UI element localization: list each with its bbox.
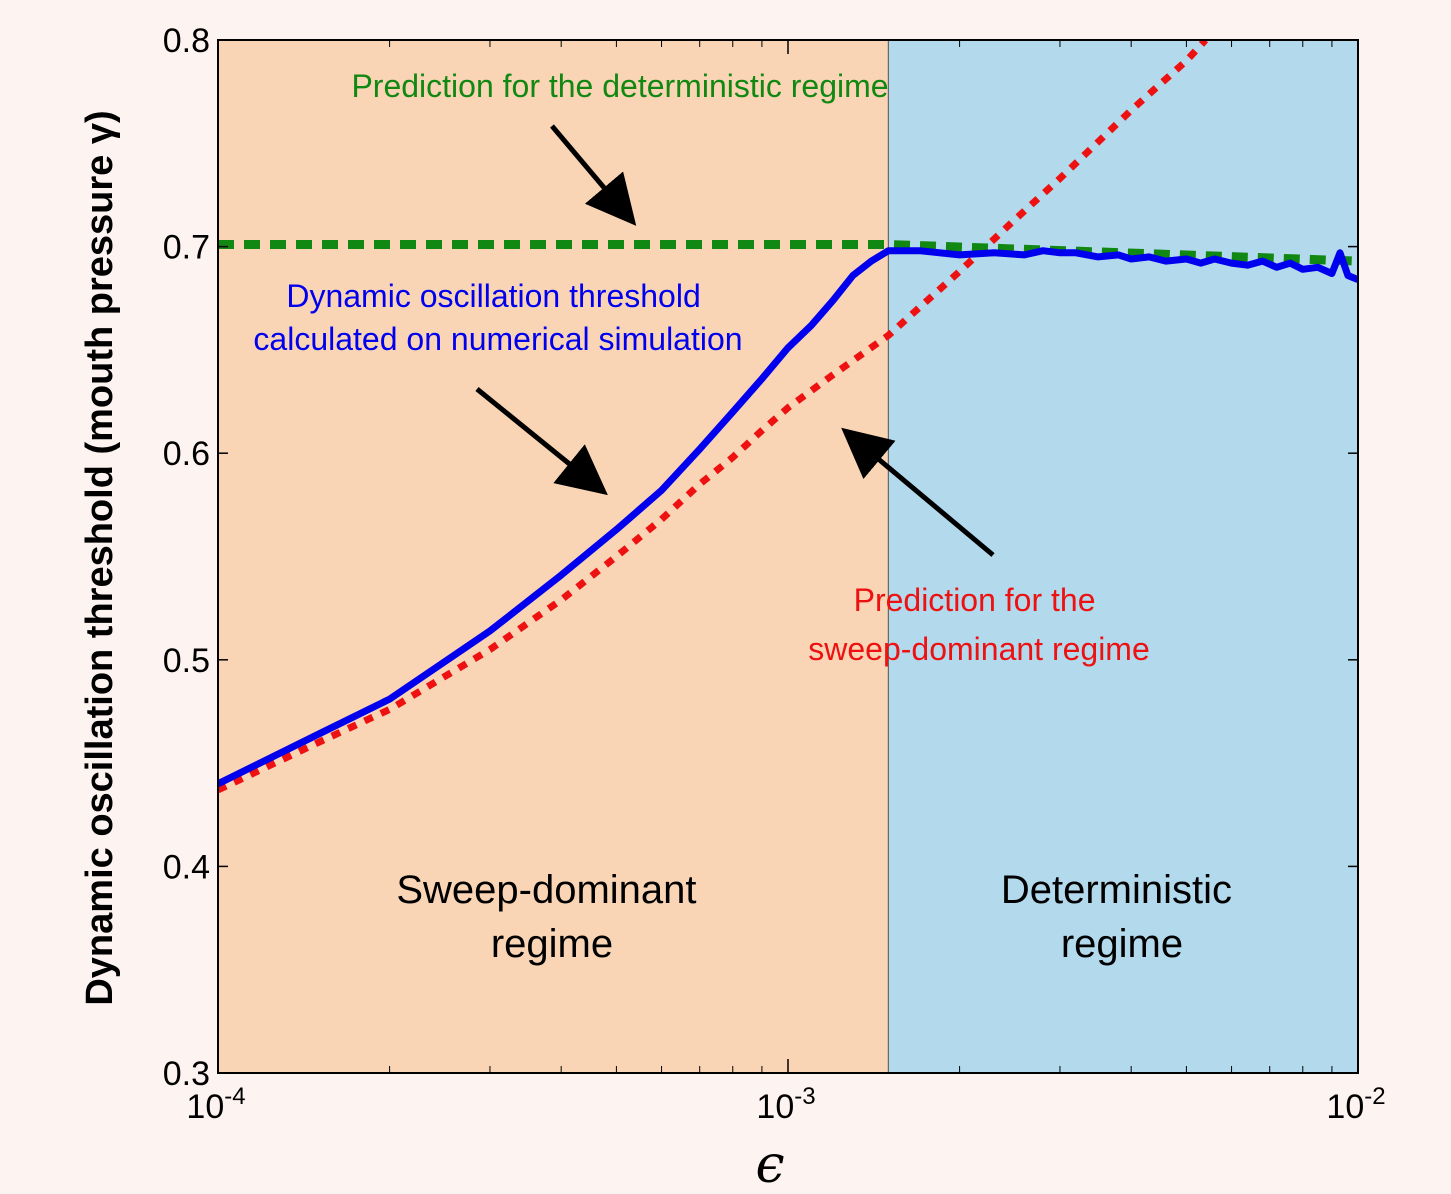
region-band-0 <box>218 40 889 1073</box>
annotation-line: Prediction for the <box>854 582 1096 618</box>
annotation-line: Prediction for the deterministic regime <box>351 68 888 104</box>
arrow-to-deterministic-prediction <box>550 124 637 226</box>
y-tick-label: 0.6 <box>163 435 210 473</box>
series-line-dotted <box>218 40 1209 794</box>
annotation-deterministic-prediction: Prediction for the deterministic regime <box>351 68 888 104</box>
region-label-deterministic: Deterministic regime <box>1001 868 1243 966</box>
y-tick-label: 0.3 <box>163 1055 210 1093</box>
arrow-to-numerical-simulation <box>475 387 608 496</box>
x-axis-label: ϵ <box>755 1135 784 1194</box>
region-label-line: Deterministic <box>1001 868 1232 912</box>
x-tick-label: 10-4 <box>186 1083 245 1126</box>
annotation-sweep-prediction: Prediction for the sweep-dominant regime <box>808 582 1150 667</box>
series-line-solid <box>218 247 1358 787</box>
region-label-line: regime <box>491 922 613 966</box>
region-label-line: Sweep-dominant <box>396 868 696 912</box>
region-band-1 <box>888 40 1358 1073</box>
annotation-line: sweep-dominant regime <box>808 631 1150 667</box>
region-label-line: regime <box>1061 922 1183 966</box>
y-tick-label: 0.8 <box>163 22 210 60</box>
annotation-numerical-simulation: Dynamic oscillation threshold calculated… <box>253 278 742 357</box>
series-line-dashed <box>218 240 1358 266</box>
x-tick-label: 10-3 <box>756 1083 815 1126</box>
y-tick-label: 0.4 <box>163 848 210 886</box>
annotation-line: Dynamic oscillation threshold <box>286 278 700 314</box>
arrow-to-sweep-prediction <box>841 427 995 557</box>
y-tick-label: 0.5 <box>163 642 210 680</box>
y-axis-label: Dynamic oscillation threshold (mouth pre… <box>79 110 121 1005</box>
y-tick-label: 0.7 <box>163 229 210 267</box>
region-label-sweep-dominant: Sweep-dominant regime <box>396 868 707 966</box>
x-tick-label: 10-2 <box>1326 1083 1385 1126</box>
annotation-line: calculated on numerical simulation <box>253 321 742 357</box>
